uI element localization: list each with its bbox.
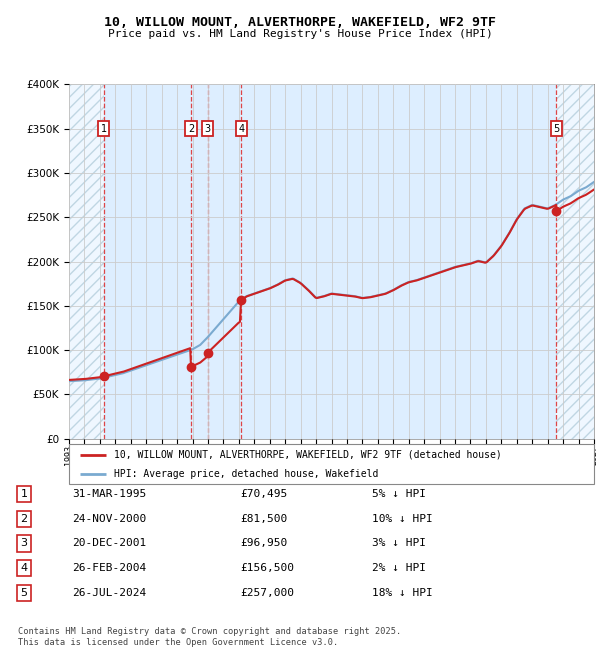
Text: £70,495: £70,495 (240, 489, 287, 499)
Text: 1: 1 (20, 489, 28, 499)
Text: 2: 2 (20, 514, 28, 524)
Text: 26-FEB-2004: 26-FEB-2004 (72, 563, 146, 573)
Text: Price paid vs. HM Land Registry's House Price Index (HPI): Price paid vs. HM Land Registry's House … (107, 29, 493, 39)
Text: 10% ↓ HPI: 10% ↓ HPI (372, 514, 433, 524)
Text: 4: 4 (20, 563, 28, 573)
Text: 3: 3 (205, 124, 211, 134)
Text: 10, WILLOW MOUNT, ALVERTHORPE, WAKEFIELD, WF2 9TF (detached house): 10, WILLOW MOUNT, ALVERTHORPE, WAKEFIELD… (113, 450, 502, 460)
Text: 4: 4 (238, 124, 244, 134)
Text: 2: 2 (188, 124, 194, 134)
Text: 20-DEC-2001: 20-DEC-2001 (72, 538, 146, 549)
Text: £257,000: £257,000 (240, 588, 294, 598)
Text: 2% ↓ HPI: 2% ↓ HPI (372, 563, 426, 573)
Text: 18% ↓ HPI: 18% ↓ HPI (372, 588, 433, 598)
Text: £81,500: £81,500 (240, 514, 287, 524)
Text: Contains HM Land Registry data © Crown copyright and database right 2025.
This d: Contains HM Land Registry data © Crown c… (18, 627, 401, 647)
Text: HPI: Average price, detached house, Wakefield: HPI: Average price, detached house, Wake… (113, 469, 378, 479)
Text: £156,500: £156,500 (240, 563, 294, 573)
Text: 31-MAR-1995: 31-MAR-1995 (72, 489, 146, 499)
Text: 24-NOV-2000: 24-NOV-2000 (72, 514, 146, 524)
Text: 3% ↓ HPI: 3% ↓ HPI (372, 538, 426, 549)
Text: 1: 1 (101, 124, 107, 134)
Text: 5: 5 (553, 124, 560, 134)
Text: 5: 5 (20, 588, 28, 598)
Text: 5% ↓ HPI: 5% ↓ HPI (372, 489, 426, 499)
Text: 3: 3 (20, 538, 28, 549)
Text: 10, WILLOW MOUNT, ALVERTHORPE, WAKEFIELD, WF2 9TF: 10, WILLOW MOUNT, ALVERTHORPE, WAKEFIELD… (104, 16, 496, 29)
FancyBboxPatch shape (69, 444, 594, 484)
Text: £96,950: £96,950 (240, 538, 287, 549)
Text: 26-JUL-2024: 26-JUL-2024 (72, 588, 146, 598)
